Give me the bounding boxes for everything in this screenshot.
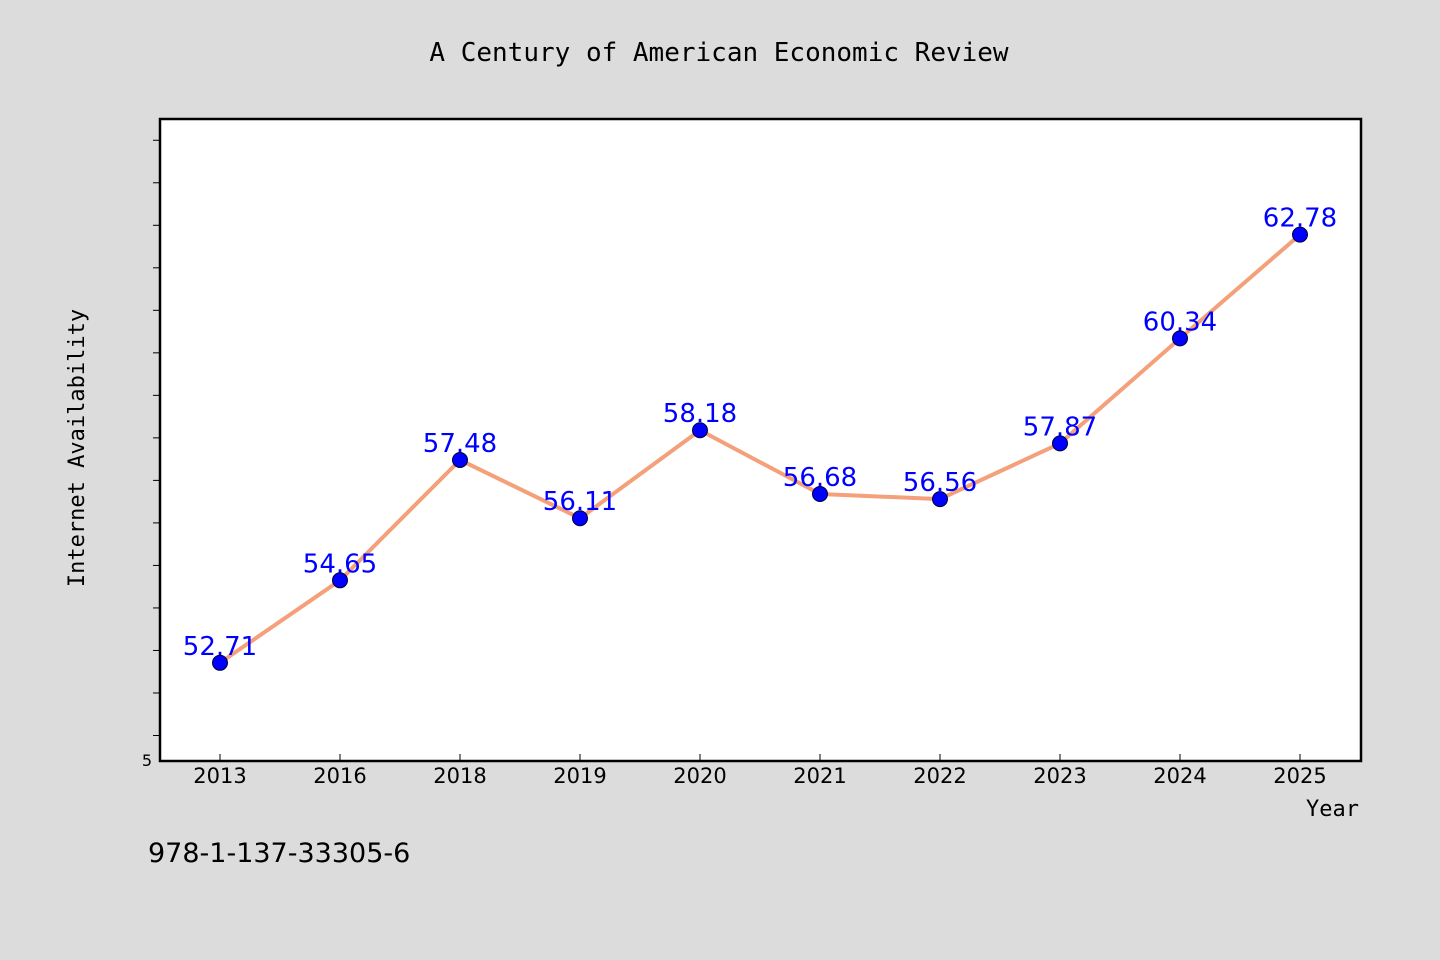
data-label: 58.18 [663,399,737,429]
data-point [212,654,228,671]
data-point [1052,435,1068,452]
x-tick-label: 2018 [433,764,486,788]
x-tick-label: 2023 [1033,764,1086,788]
x-axis-label: Year [1306,797,1359,822]
x-tick-label: 2021 [793,764,846,788]
y-tick-label: 5 [142,751,152,770]
data-label: 52.71 [183,632,257,662]
data-label: 56.56 [903,468,977,498]
data-point [332,572,348,589]
y-axis-label: Internet Availability [65,309,90,587]
data-point [572,510,588,527]
x-tick-label: 2019 [553,764,606,788]
data-label: 62.78 [1263,204,1337,234]
line-series: 52.71 54.65 57.48 56.11 58.18 56.68 56.56 57.87… [183,204,1337,671]
x-tick-label: 2016 [313,764,366,788]
y-axis-ticks [153,139,160,736]
x-tick-label: 2013 [193,764,246,788]
data-point [452,451,468,468]
plot-area [158,117,1363,763]
x-axis-ticks: 2013 2016 2018 2019 2020 2021 2022 2023 2024 2025 [193,754,1327,788]
data-point [692,422,708,439]
x-tick-label: 2025 [1273,764,1326,788]
data-label: 57.87 [1023,412,1097,442]
data-point [932,491,948,508]
x-tick-label: 2020 [673,764,726,788]
data-point [812,485,828,502]
chart-title: A Century of American Economic Review [429,38,1009,68]
data-label: 54.65 [303,549,377,579]
data-point [1172,330,1188,347]
footer-isbn: 978-1-137-33305-6 [148,838,410,869]
data-label: 60.34 [1143,307,1217,337]
data-label: 57.48 [423,429,497,459]
data-point [1292,226,1308,243]
data-label: 56.11 [543,487,617,517]
x-tick-label: 2022 [913,764,966,788]
data-label: 56.68 [783,463,857,493]
series-line [218,232,1302,665]
x-tick-label: 2024 [1153,764,1206,788]
